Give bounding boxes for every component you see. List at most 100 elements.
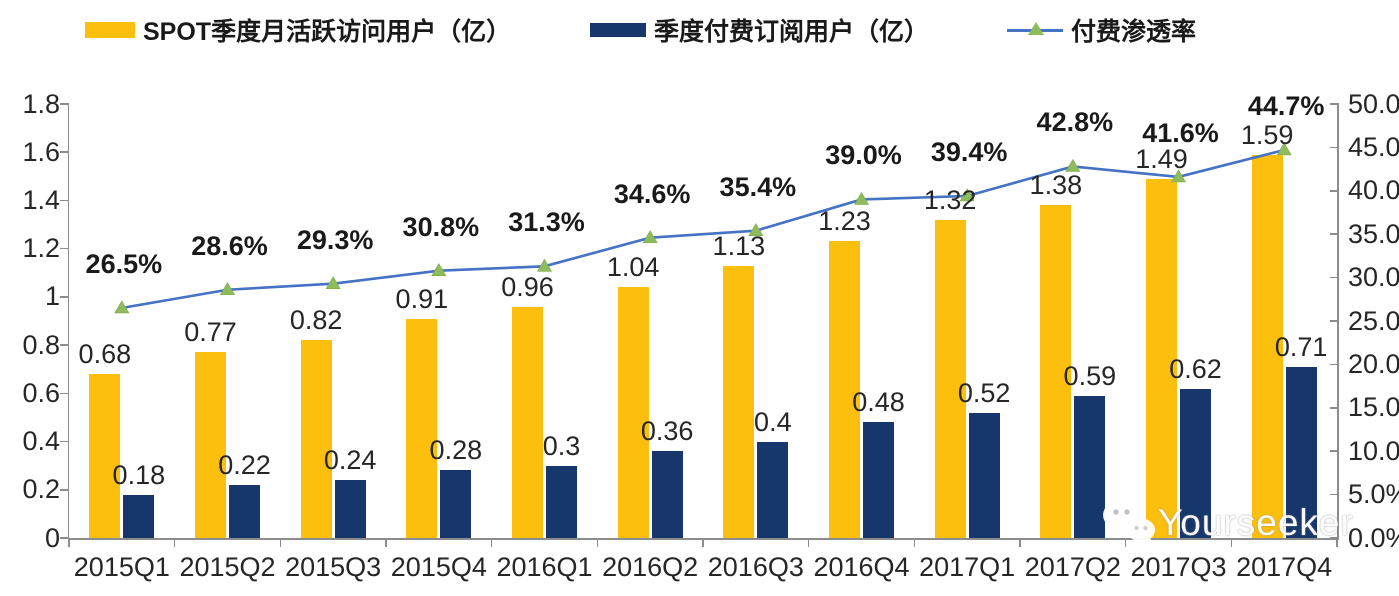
legend-label-mau: SPOT季度月活跃访问用户（亿） xyxy=(143,18,512,46)
penetration-line xyxy=(121,148,1285,310)
penetration-value-label: 30.8% xyxy=(402,211,480,242)
mau-value-label: 1.13 xyxy=(712,230,766,261)
penetration-value-label: 41.6% xyxy=(1142,117,1219,148)
right-axis-tick-label: 35.0% xyxy=(1348,218,1399,249)
right-axis-tick-label: 50.0% xyxy=(1348,88,1399,119)
right-axis-tick-label: 0.0% xyxy=(1348,522,1399,553)
mau-value-label: 1.49 xyxy=(1135,143,1188,174)
bar-subscribers xyxy=(546,465,577,538)
penetration-value-label: 42.8% xyxy=(1036,107,1114,138)
mau-value-label: 0.68 xyxy=(78,339,132,370)
right-axis-tick-label: 45.0% xyxy=(1348,131,1399,162)
penetration-point-marker xyxy=(219,282,236,296)
right-axis-tick xyxy=(1330,103,1338,105)
x-axis-category-label: 2015Q1 xyxy=(73,552,170,582)
penetration-point-marker xyxy=(431,263,447,276)
bar-mau xyxy=(934,219,966,538)
y-axis-tick xyxy=(60,392,68,395)
x-axis-tick xyxy=(385,540,387,547)
x-axis-tick xyxy=(1230,540,1233,547)
x-axis-tick xyxy=(702,540,704,547)
bar-subscribers xyxy=(968,412,1000,538)
x-axis-category-label: 2017Q3 xyxy=(1130,552,1227,582)
x-axis-category-label: 2017Q2 xyxy=(1024,552,1121,582)
penetration-point-marker xyxy=(1065,158,1081,172)
mau-value-label: 1.04 xyxy=(606,252,660,283)
x-axis-tick xyxy=(1124,540,1127,547)
subscribers-value-label: 0.3 xyxy=(542,430,581,461)
bar-subscribers xyxy=(229,484,260,538)
right-axis-tick xyxy=(1330,320,1338,322)
right-axis-tick-label: 40.0% xyxy=(1348,175,1399,206)
y-axis-tick xyxy=(60,296,68,298)
bar-mau xyxy=(195,352,226,538)
bar-subscribers xyxy=(440,470,472,538)
bar-mau xyxy=(617,287,649,538)
subscribers-value-label: 0.59 xyxy=(1063,360,1117,391)
y-axis-tick xyxy=(60,344,68,346)
y-axis-tick-label: 1.4 xyxy=(22,184,60,215)
y-axis-tick-label: 1 xyxy=(44,281,60,312)
y-axis-tick-label: 0.6 xyxy=(22,377,60,408)
penetration-point-marker xyxy=(114,300,130,314)
y-axis-tick-label: 1.6 xyxy=(22,136,60,167)
watermark-text: Yourseeker xyxy=(1158,502,1354,543)
x-axis-category-label: 2016Q2 xyxy=(602,552,699,582)
legend-item-subscribers: 季度付费订阅用户（亿） xyxy=(590,12,929,48)
right-axis-tick-label: 15.0% xyxy=(1348,392,1399,423)
penetration-legend-swatch xyxy=(1007,20,1063,40)
bar-mau xyxy=(829,241,860,538)
mau-value-label: 0.77 xyxy=(184,317,237,348)
penetration-value-label: 29.3% xyxy=(296,224,374,255)
bar-subscribers xyxy=(123,494,155,538)
subscribers-value-label: 0.71 xyxy=(1274,331,1328,362)
right-axis-tick xyxy=(1330,146,1338,149)
y-axis-tick xyxy=(60,489,68,491)
y-axis-tick xyxy=(60,537,68,539)
right-axis-tick-label: 30.0% xyxy=(1348,262,1399,293)
bar-mau xyxy=(1251,154,1283,538)
right-axis-tick xyxy=(1330,537,1338,539)
mau-value-label: 0.82 xyxy=(289,305,343,336)
right-axis-tick xyxy=(1330,450,1338,452)
x-axis-category-label: 2016Q1 xyxy=(496,552,593,582)
bar-subscribers xyxy=(757,441,789,538)
bar-subscribers xyxy=(863,422,894,538)
subscribers-value-label: 0.62 xyxy=(1169,353,1222,384)
penetration-point-marker xyxy=(325,276,341,289)
right-axis-tick xyxy=(1330,363,1338,366)
legend-item-mau: SPOT季度月活跃访问用户（亿） xyxy=(85,12,511,48)
y-axis-tick xyxy=(60,199,68,202)
y-axis-tick-label: 0.2 xyxy=(22,474,60,505)
subscribers-value-label: 0.4 xyxy=(754,406,792,437)
subscribers-value-label: 0.36 xyxy=(640,416,694,447)
bar-subscribers xyxy=(1180,388,1211,538)
subscribers-value-label: 0.24 xyxy=(323,445,377,476)
penetration-value-label: 39.4% xyxy=(930,137,1008,167)
x-axis-tick xyxy=(1019,540,1021,547)
x-axis-tick xyxy=(596,540,599,547)
mau-value-label: 1.59 xyxy=(1240,119,1294,150)
subscribers-value-label: 0.18 xyxy=(112,459,166,490)
y-axis-tick-label: 0.4 xyxy=(22,426,60,457)
bar-mau xyxy=(300,340,332,538)
right-axis-tick xyxy=(1330,493,1338,496)
y-axis-tick xyxy=(60,103,68,105)
penetration-point-marker xyxy=(959,188,975,202)
bar-mau xyxy=(723,265,755,538)
x-axis xyxy=(67,538,1339,540)
penetration-point-marker xyxy=(1276,142,1292,156)
x-axis-category-label: 2017Q4 xyxy=(1236,552,1333,582)
y-axis-left xyxy=(67,103,69,539)
y-axis-tick-label: 0.8 xyxy=(22,329,60,360)
legend-item-penetration: 付费渗透率 xyxy=(1007,12,1196,48)
penetration-value-label: 34.6% xyxy=(613,178,691,209)
x-axis-tick xyxy=(913,540,916,547)
y-axis-tick xyxy=(60,151,68,153)
mau-value-label: 1.38 xyxy=(1029,170,1083,201)
y-axis-tick xyxy=(60,440,68,443)
bar-mau xyxy=(406,318,438,538)
penetration-value-label: 31.3% xyxy=(508,207,585,238)
penetration-point-marker xyxy=(853,191,870,205)
right-axis-tick-label: 10.0% xyxy=(1348,435,1399,466)
